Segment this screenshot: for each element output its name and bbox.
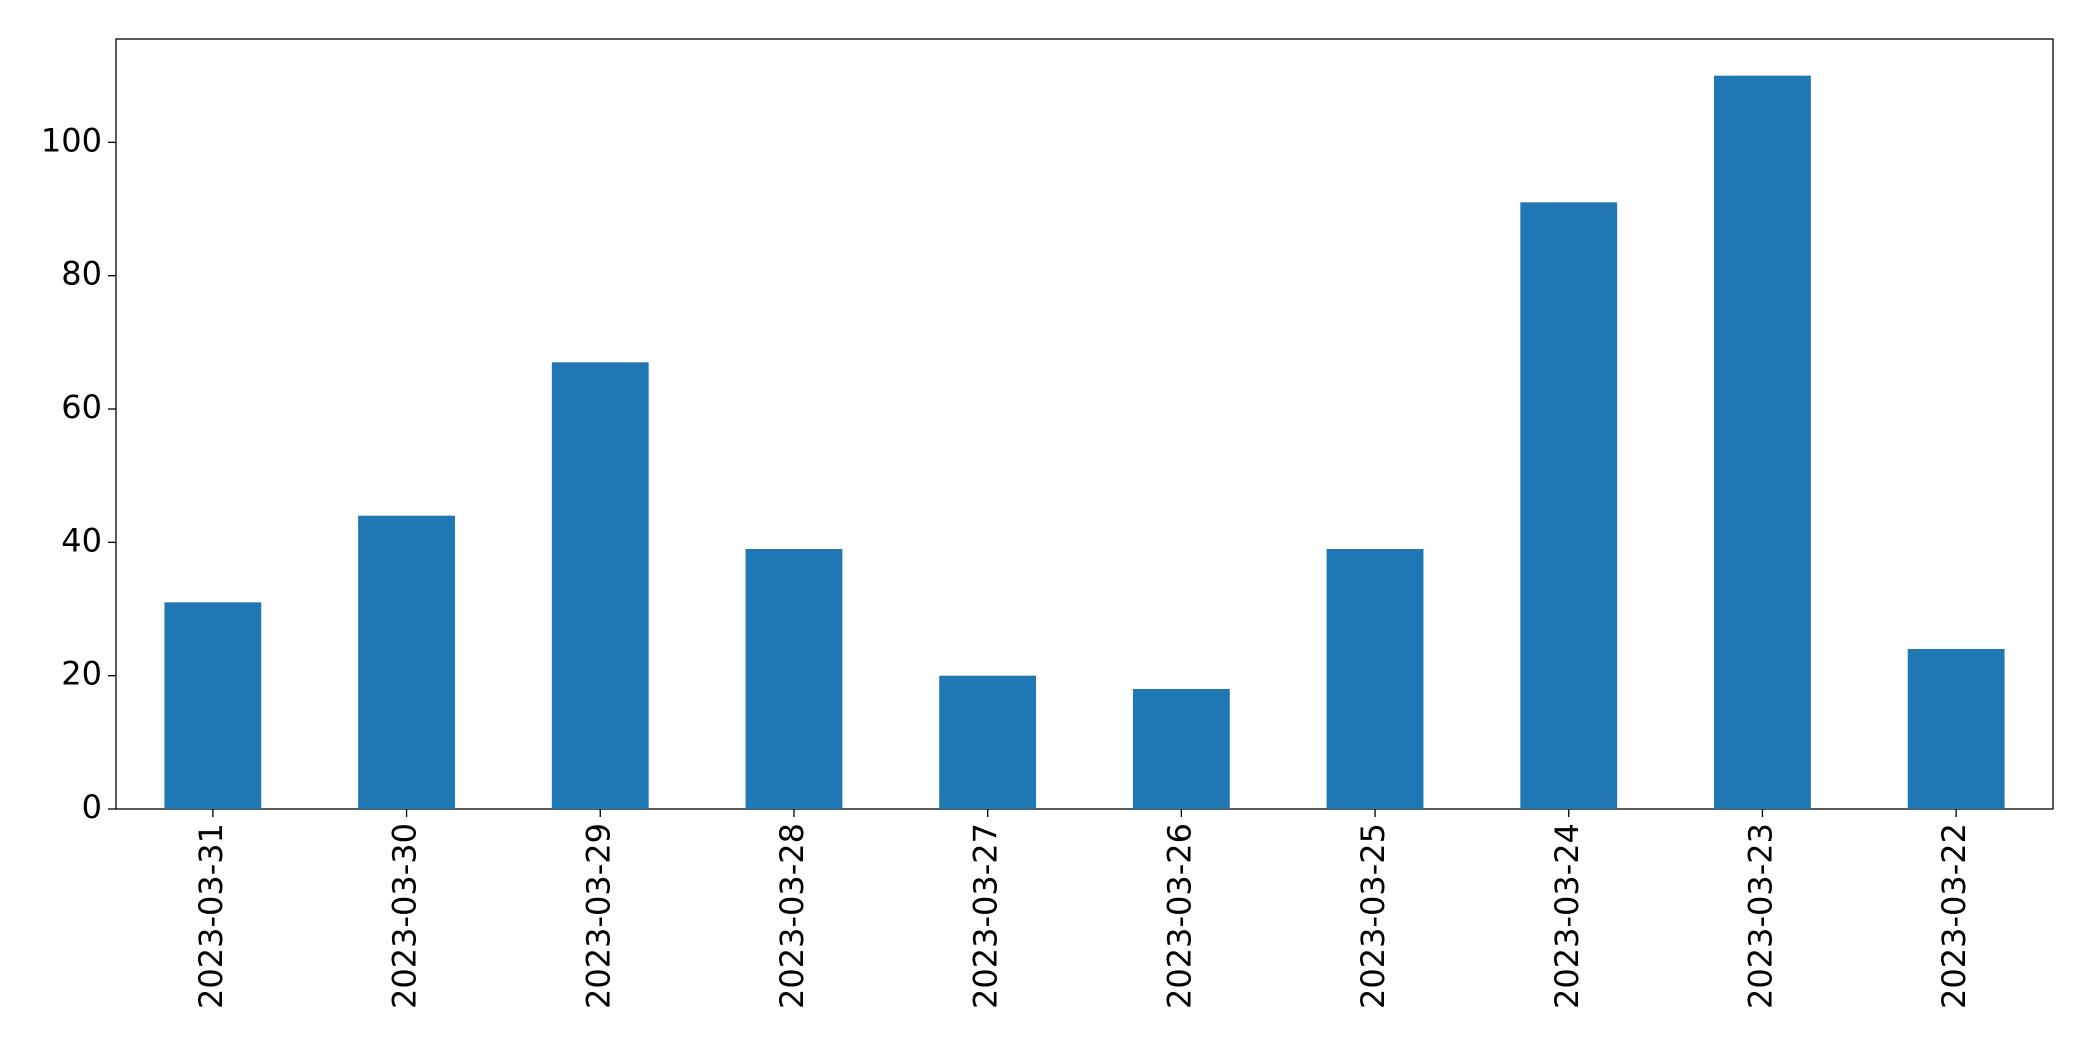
x-tick-label: 2023-03-23 bbox=[1741, 823, 1779, 1009]
bar bbox=[1520, 202, 1618, 810]
x-tick-label: 2023-03-22 bbox=[1935, 823, 1973, 1009]
bar bbox=[164, 602, 262, 809]
x-tick-label: 2023-03-25 bbox=[1354, 823, 1392, 1009]
bar bbox=[551, 362, 649, 809]
x-tick-label: 2023-03-28 bbox=[773, 823, 811, 1009]
y-tick-label: 100 bbox=[41, 121, 102, 159]
y-tick-label: 40 bbox=[61, 521, 102, 559]
y-tick-label: 80 bbox=[61, 255, 102, 293]
bar bbox=[1714, 75, 1811, 809]
y-tick-label: 60 bbox=[61, 388, 102, 426]
bar bbox=[939, 675, 1037, 809]
plot-frame bbox=[115, 38, 2054, 810]
bar bbox=[1132, 689, 1230, 809]
x-tick-label: 2023-03-31 bbox=[192, 823, 230, 1009]
bar bbox=[745, 549, 843, 809]
y-tick-label: 0 bbox=[82, 788, 102, 826]
x-tick-label: 2023-03-24 bbox=[1548, 823, 1586, 1009]
x-tick-label: 2023-03-30 bbox=[386, 823, 424, 1009]
x-tick-label: 2023-03-29 bbox=[579, 823, 617, 1009]
bar bbox=[358, 515, 455, 809]
bar bbox=[1326, 549, 1424, 809]
bar bbox=[1907, 649, 2005, 809]
y-tick-label: 20 bbox=[61, 655, 102, 693]
x-tick-label: 2023-03-26 bbox=[1160, 823, 1198, 1009]
x-tick-label: 2023-03-27 bbox=[967, 823, 1005, 1009]
